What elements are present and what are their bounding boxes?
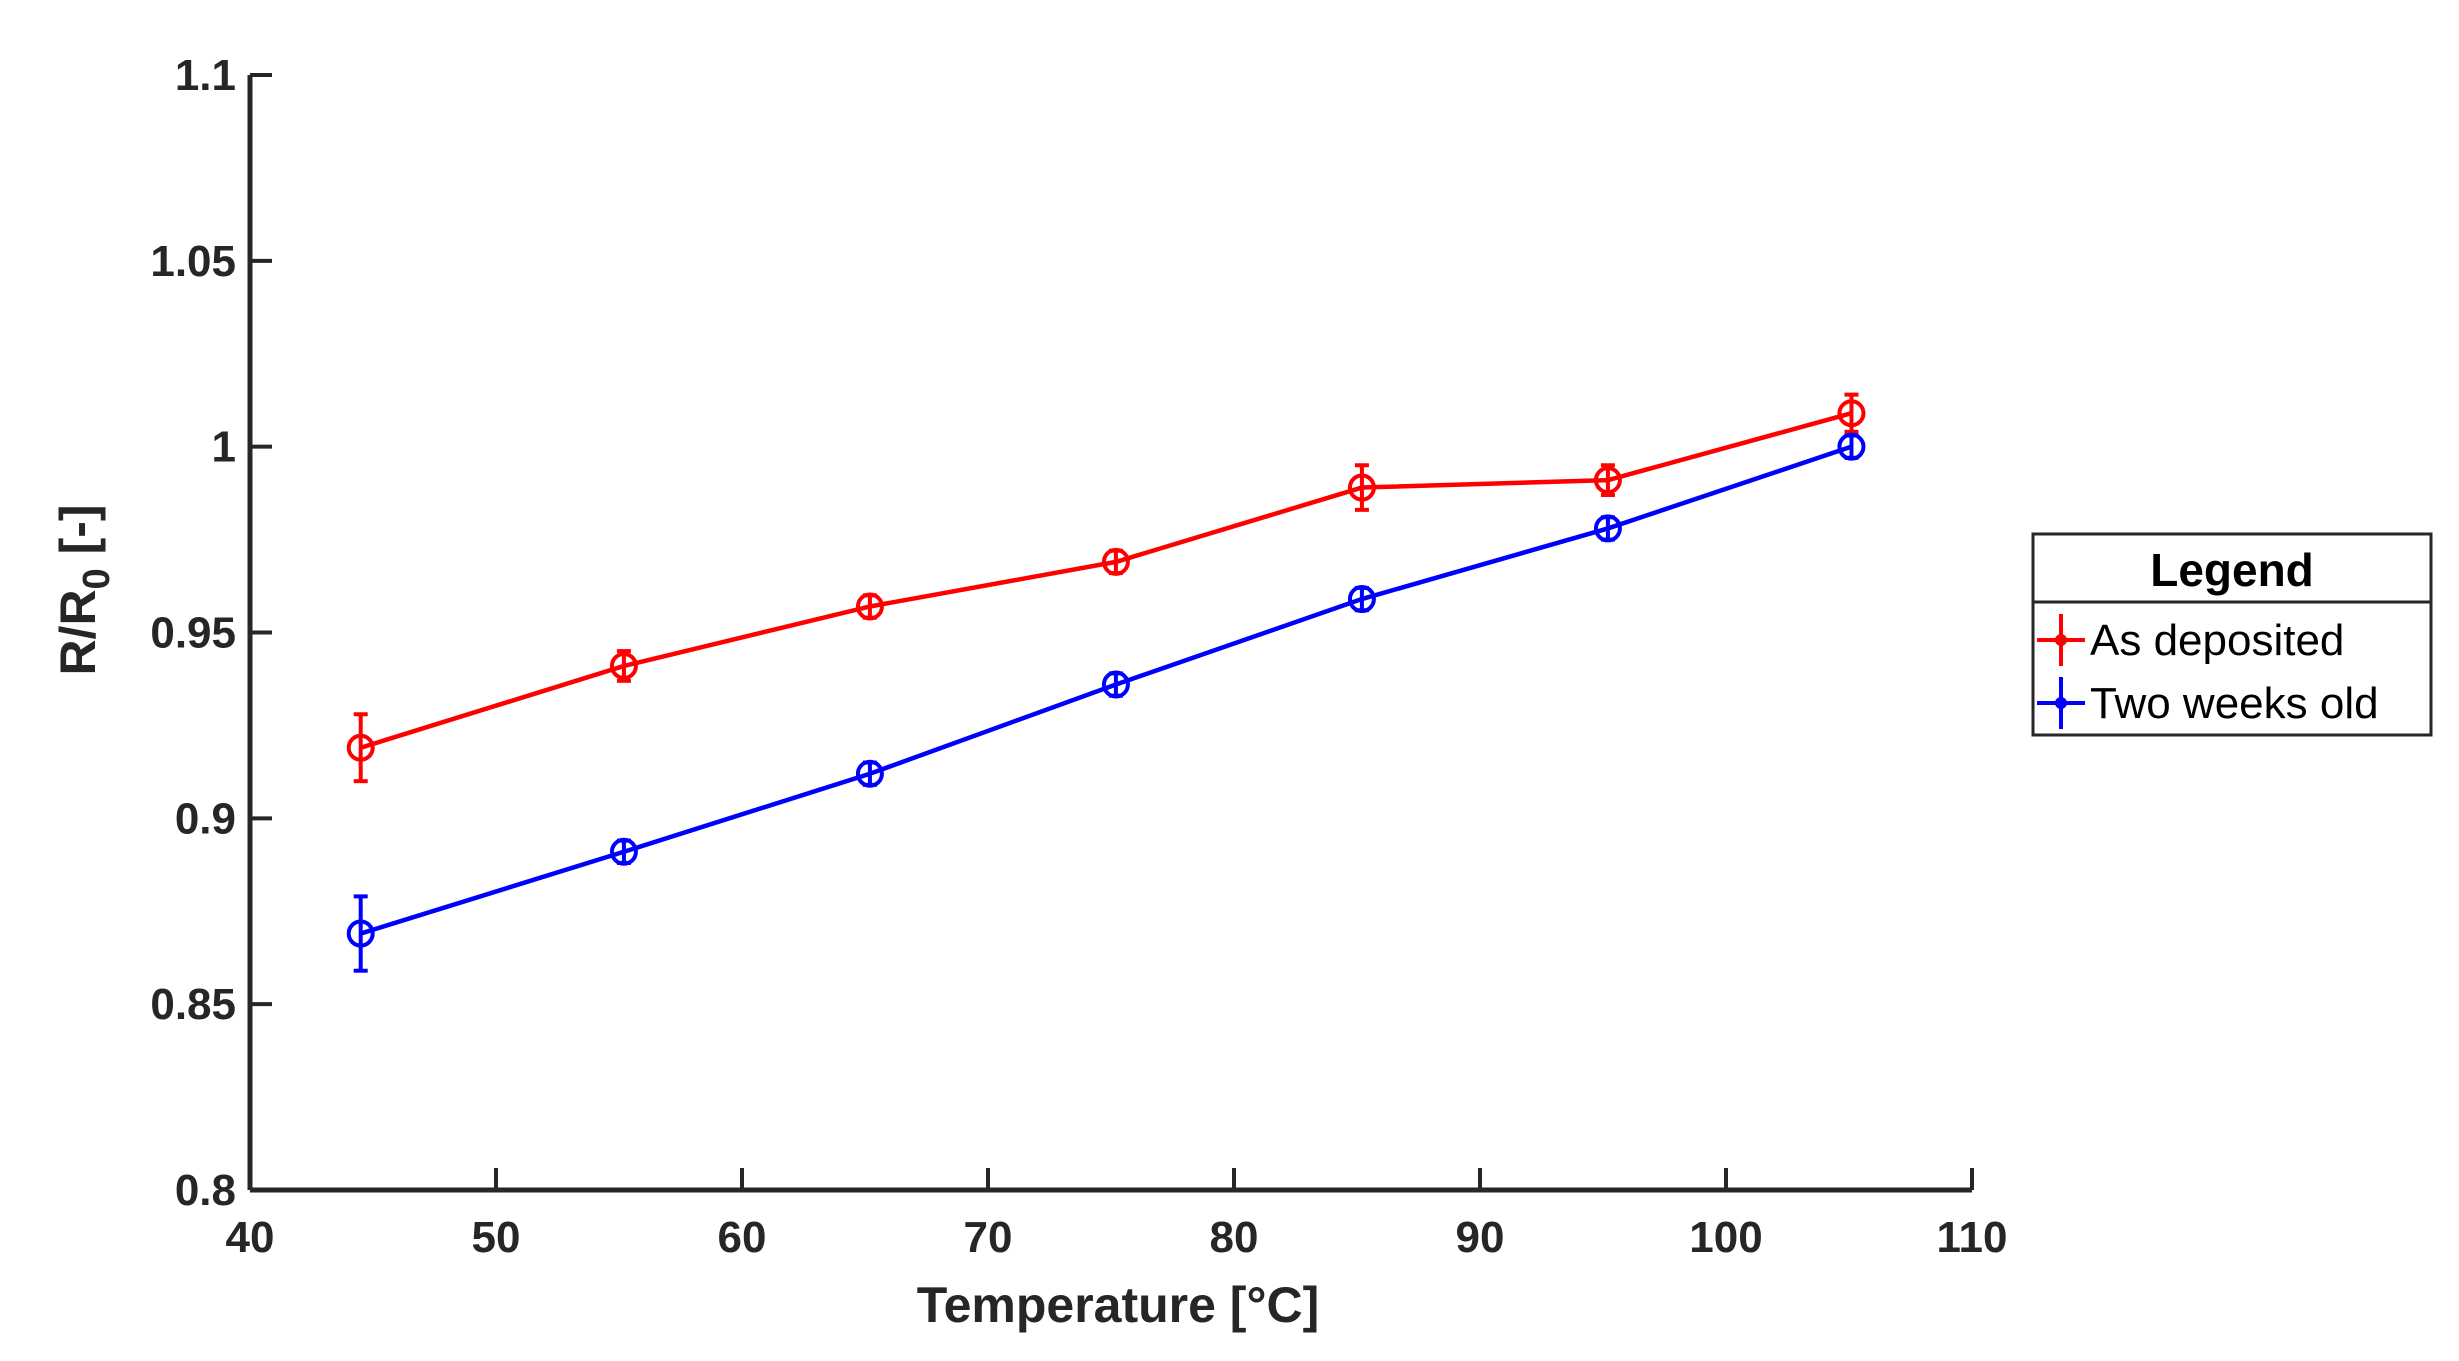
data-point — [609, 837, 638, 866]
x-axis-title: Temperature [°C] — [917, 1277, 1319, 1333]
x-tick-label: 100 — [1689, 1213, 1762, 1262]
y-tick-label: 0.85 — [150, 980, 236, 1029]
data-point — [1101, 670, 1130, 699]
legend-label: Two weeks old — [2090, 679, 2379, 728]
x-tick-label: 50 — [472, 1213, 521, 1262]
plot-area — [346, 392, 1866, 973]
y-tick-label: 0.8 — [175, 1166, 236, 1215]
legend-title: Legend — [2150, 544, 2314, 596]
y-tick-label: 0.9 — [175, 794, 236, 843]
series-two-weeks-old — [346, 432, 1866, 973]
x-tick-label: 60 — [718, 1213, 767, 1262]
legend-entries: As deposited Two weeks old — [2037, 614, 2379, 729]
axes: 40 50 60 70 80 90 100 110 0.8 0.85 0.9 0.95 1 1.05 1.1 — [150, 51, 2007, 1262]
legend-swatch-marker — [2055, 697, 2067, 709]
x-tick-label: 40 — [226, 1213, 275, 1262]
data-point — [346, 733, 375, 762]
data-point — [346, 919, 375, 948]
data-point — [1101, 547, 1130, 576]
data-point — [1837, 399, 1866, 428]
legend-entry: As deposited — [2037, 614, 2344, 666]
x-tick-label: 90 — [1456, 1213, 1505, 1262]
data-point — [855, 592, 884, 621]
series-as-deposited — [346, 392, 1866, 784]
data-point — [1347, 473, 1376, 502]
data-point — [1593, 466, 1622, 495]
x-tick-label: 70 — [964, 1213, 1013, 1262]
data-point — [609, 651, 638, 680]
y-tick-label: 1 — [212, 423, 236, 472]
legend: Legend As deposited Two weeks old — [2031, 532, 2433, 737]
data-point — [1347, 585, 1376, 614]
data-point — [1837, 432, 1866, 461]
data-point — [855, 759, 884, 788]
y-tick-label: 0.95 — [150, 609, 236, 658]
x-tick-label: 110 — [1937, 1213, 2008, 1262]
y-axis-title: R/R0 [-] — [50, 504, 118, 675]
legend-box — [2031, 532, 2433, 737]
y-tick-label: 1.05 — [150, 237, 236, 286]
y-tick-label: 1.1 — [175, 51, 236, 100]
data-point — [1593, 514, 1622, 543]
x-tick-label: 80 — [1210, 1213, 1259, 1262]
legend-swatch-marker — [2055, 634, 2067, 646]
legend-label: As deposited — [2090, 616, 2344, 665]
legend-entry: Two weeks old — [2037, 677, 2379, 729]
